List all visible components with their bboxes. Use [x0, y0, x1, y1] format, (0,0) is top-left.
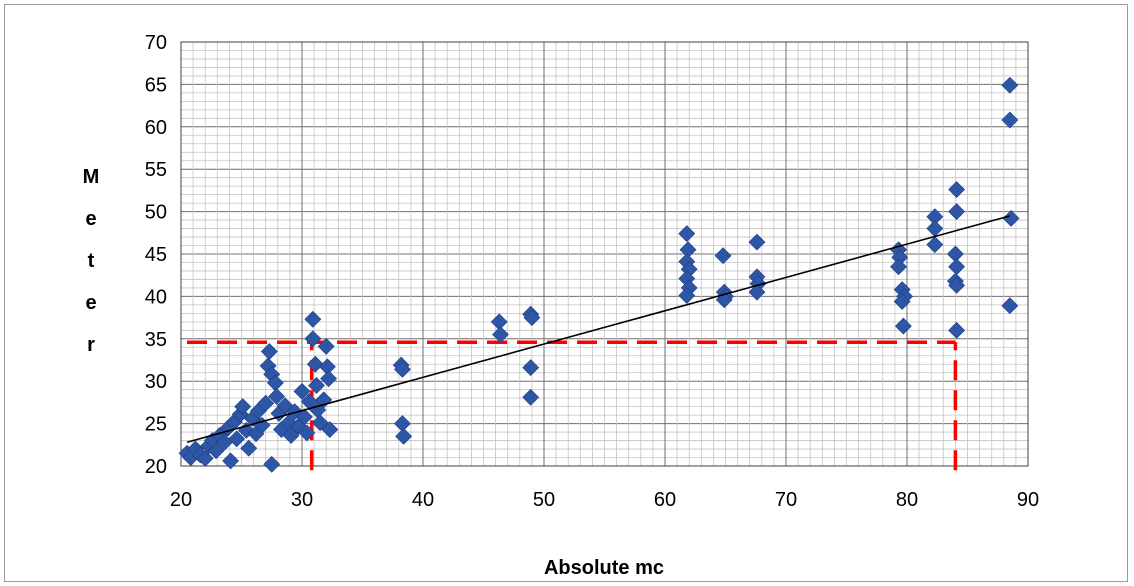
y-axis-title-letter: t — [88, 250, 95, 272]
data-point — [1001, 76, 1019, 94]
data-point — [295, 408, 313, 426]
data-point — [948, 181, 966, 198]
data-point — [748, 233, 766, 251]
x-tick-label: 80 — [896, 489, 918, 511]
data-point — [207, 442, 225, 460]
data-point — [304, 310, 322, 328]
y-tick-label: 60 — [145, 117, 167, 139]
data-point — [522, 388, 540, 406]
data-point — [1001, 111, 1019, 129]
data-point — [196, 449, 214, 467]
data-point — [395, 427, 413, 445]
data-point — [678, 287, 696, 304]
data-point — [522, 359, 540, 377]
y-tick-label: 70 — [145, 32, 167, 54]
y-axis-title-letter: e — [85, 208, 96, 230]
data-point — [268, 388, 286, 405]
data-point — [257, 394, 275, 412]
data-point — [321, 421, 339, 438]
data-point — [523, 309, 541, 327]
y-tick-label: 25 — [145, 414, 167, 436]
data-point — [894, 317, 912, 335]
y-axis-title-letter: M — [83, 166, 100, 188]
data-points — [178, 76, 1020, 473]
data-point — [948, 321, 966, 339]
data-point — [306, 355, 324, 373]
y-axis-ticks: 20 25 30 35 40 45 50 55 60 65 70 — [145, 32, 167, 478]
data-point — [228, 430, 246, 448]
y-tick-label: 30 — [145, 371, 167, 393]
data-point — [948, 276, 966, 294]
data-point — [311, 414, 329, 432]
data-point — [320, 370, 338, 388]
x-tick-label: 30 — [291, 489, 313, 511]
data-point — [308, 377, 325, 394]
data-point — [222, 452, 240, 470]
x-tick-label: 90 — [1017, 489, 1039, 511]
plot-area-border — [180, 41, 1029, 467]
y-tick-label: 40 — [145, 286, 167, 308]
x-axis-title: Absolute mc — [544, 557, 664, 579]
data-point — [678, 225, 696, 243]
data-point — [293, 382, 311, 400]
data-point — [304, 330, 322, 348]
data-point — [948, 203, 966, 221]
data-point — [714, 247, 732, 265]
x-axis-ticks: 20 30 40 50 60 70 80 90 — [170, 489, 1039, 511]
trendline — [186, 215, 1011, 444]
x-tick-label: 70 — [775, 489, 797, 511]
data-point — [263, 455, 281, 473]
data-point — [1002, 209, 1020, 227]
x-tick-label: 50 — [533, 489, 555, 511]
chart-frame: 20 30 40 50 60 70 80 90 20 25 30 35 40 45 50 55 60 65 70 … — [4, 4, 1128, 582]
data-point — [317, 338, 335, 355]
data-point — [948, 258, 966, 276]
y-tick-label: 55 — [145, 159, 167, 181]
data-point — [748, 283, 766, 301]
data-point — [240, 439, 258, 457]
x-tick-label: 60 — [654, 489, 676, 511]
data-point — [282, 427, 300, 444]
data-point — [394, 360, 411, 378]
scatter-chart: 20 30 40 50 60 70 80 90 2025303540455055606570 … — [83, 32, 1039, 579]
y-axis-title-letter: e — [85, 292, 96, 314]
data-point — [890, 258, 907, 276]
data-point — [234, 398, 252, 416]
y-axis-title-letter: r — [87, 334, 95, 356]
data-point — [300, 393, 318, 410]
y-tick-label: 65 — [145, 74, 167, 96]
x-tick-label: 20 — [170, 489, 192, 511]
x-tick-label: 40 — [412, 489, 434, 511]
y-tick-label: 50 — [145, 202, 167, 224]
data-point — [1001, 297, 1019, 315]
data-point — [492, 326, 509, 343]
y-tick-label: 35 — [145, 329, 167, 351]
y-tick-label: 45 — [145, 244, 167, 266]
y-tick-label: 20 — [145, 456, 167, 478]
data-point — [926, 236, 944, 254]
data-point — [298, 424, 316, 442]
data-point — [893, 293, 911, 310]
data-point — [260, 343, 278, 360]
